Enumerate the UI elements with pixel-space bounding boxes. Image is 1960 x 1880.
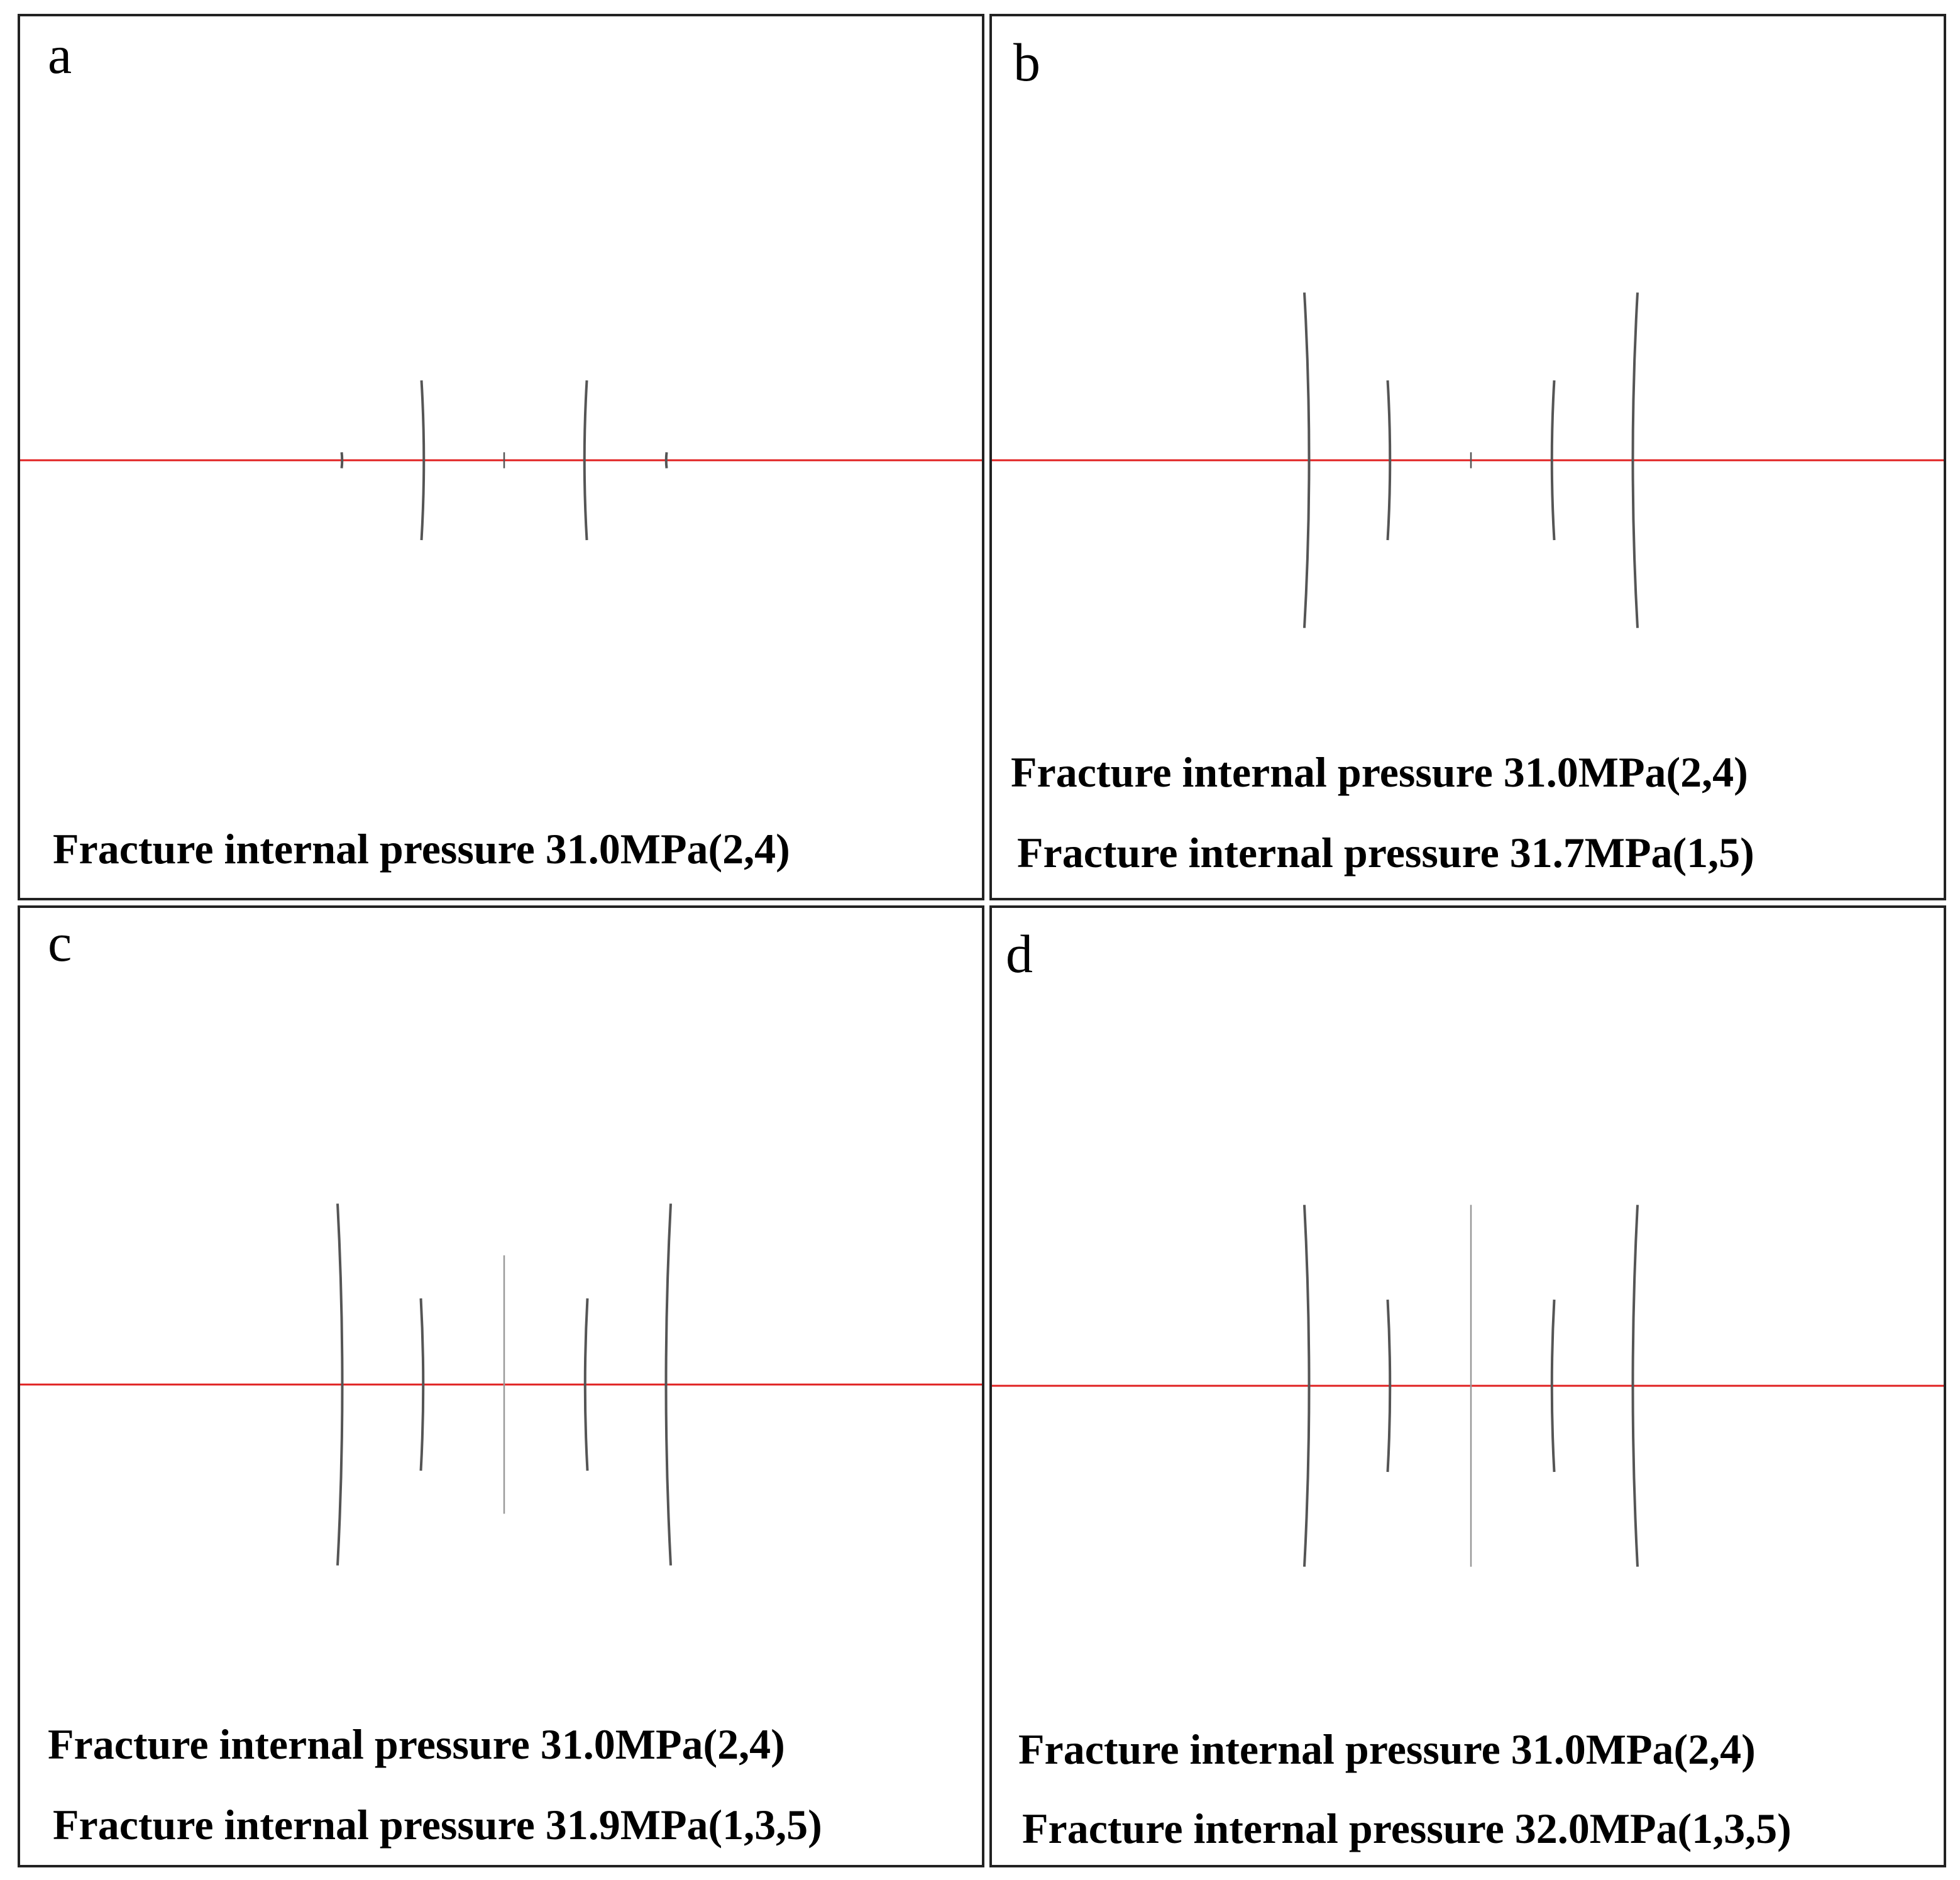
fracture-4 <box>583 380 588 541</box>
fracture-1 <box>1303 1205 1311 1567</box>
fracture-2 <box>419 1298 425 1471</box>
panel-d: d Fracture internal pressure 31.0MPa(2,4… <box>989 905 1946 1867</box>
fracture-4 <box>583 1298 589 1471</box>
pressure-caption: Fracture internal pressure 32.0MPa(1,3,5… <box>1022 1805 1792 1852</box>
panel-label: b <box>1013 32 1040 92</box>
fracture-1 <box>1303 292 1311 628</box>
fracture-5 <box>664 452 668 468</box>
fracture-5 <box>664 1203 672 1566</box>
fracture-2 <box>420 380 426 541</box>
fracture-5 <box>1631 292 1639 628</box>
pressure-caption: Fracture internal pressure 31.7MPa(1,5) <box>1017 829 1754 876</box>
fracture-diagram <box>20 1203 982 1566</box>
fracture-diagram <box>992 1205 1944 1567</box>
fracture-1 <box>340 452 344 468</box>
panel-c: c Fracture internal pressure 31.0MPa(2,4… <box>18 905 984 1867</box>
panel-b: b Fracture internal pressure 31.0MPa(2,4… <box>989 14 1946 900</box>
fracture-2 <box>1386 1299 1392 1473</box>
panel-a: a Fracture internal pressure 31.0MPa(2,4… <box>18 14 984 900</box>
fracture-diagram <box>992 292 1944 628</box>
fracture-2 <box>1386 380 1392 541</box>
fracture-5 <box>1631 1205 1639 1567</box>
fracture-4 <box>1550 1299 1556 1473</box>
pressure-caption: Fracture internal pressure 31.9MPa(1,3,5… <box>53 1801 822 1849</box>
fracture-diagram <box>20 380 982 541</box>
fracture-4 <box>1550 380 1556 541</box>
fracture-1 <box>336 1203 344 1566</box>
panel-label: d <box>1006 924 1033 984</box>
pressure-caption: Fracture internal pressure 31.0MPa(2,4) <box>1018 1725 1756 1773</box>
pressure-caption: Fracture internal pressure 31.0MPa(2,4) <box>53 825 790 873</box>
panel-label: a <box>48 25 72 85</box>
pressure-caption: Fracture internal pressure 31.0MPa(2,4) <box>48 1720 785 1768</box>
panel-label: c <box>48 912 72 973</box>
pressure-caption: Fracture internal pressure 31.0MPa(2,4) <box>1011 748 1748 796</box>
